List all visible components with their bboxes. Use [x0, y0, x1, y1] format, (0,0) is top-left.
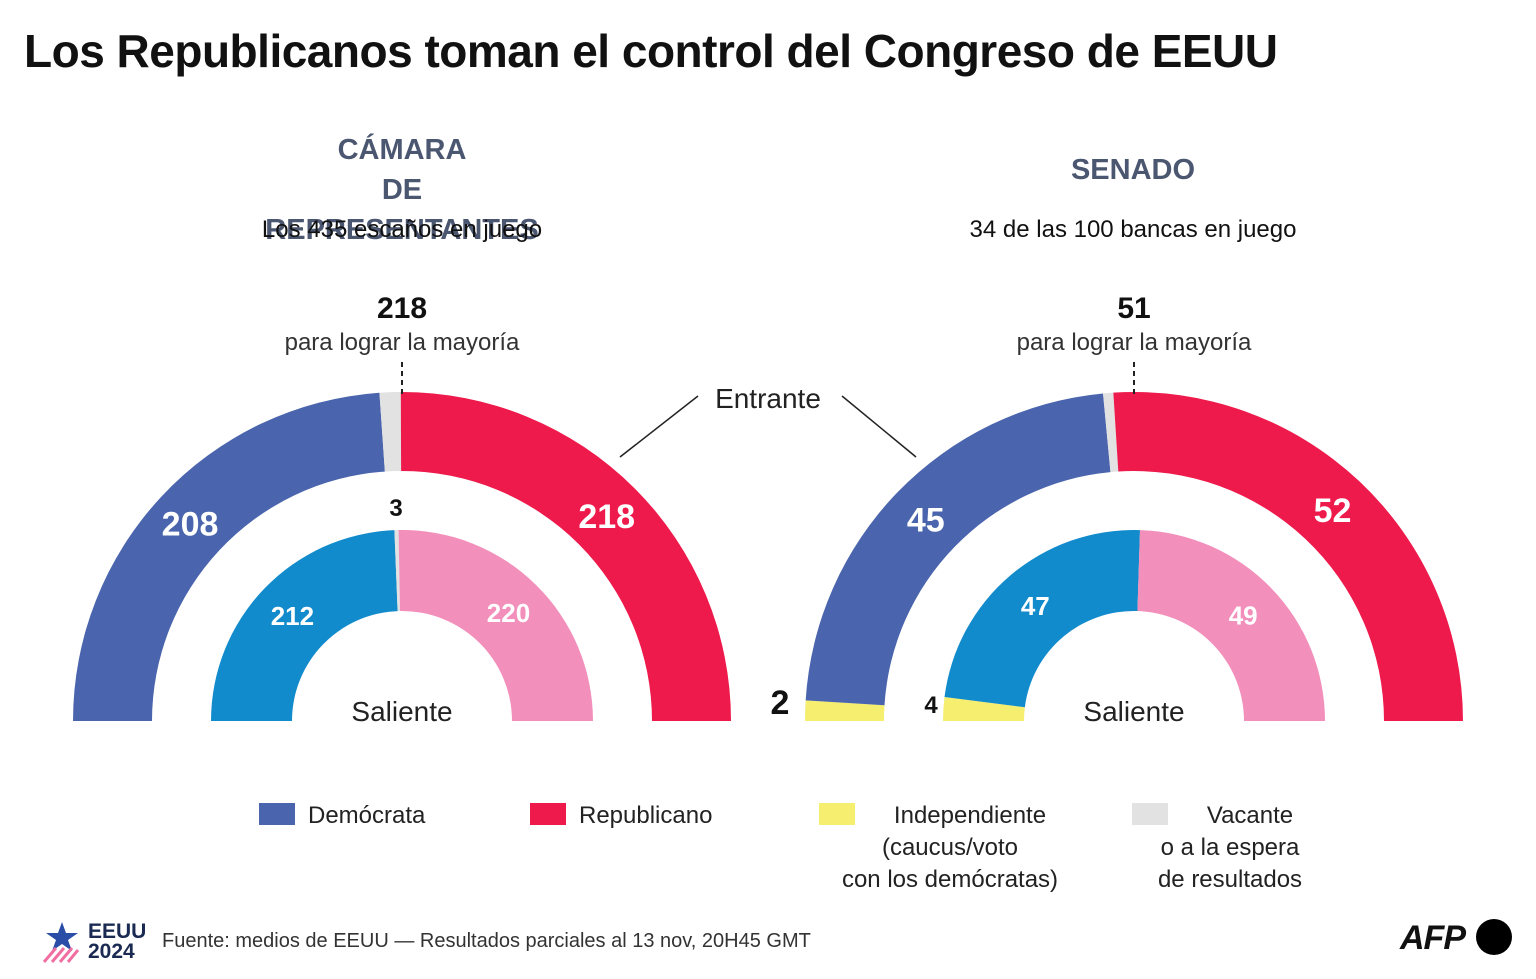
- senate-subtitle: 34 de las 100 bancas en juego: [969, 216, 1297, 243]
- legend-democrat: Demócrata: [308, 802, 426, 829]
- senate-saliente-label: Saliente: [1083, 696, 1184, 727]
- house-incoming-segment-republicano: [400, 392, 731, 721]
- senate-incoming-label-republicano: 52: [1314, 492, 1352, 530]
- house-saliente-label: Saliente: [351, 696, 452, 727]
- legend-republican: Republicano: [579, 802, 713, 829]
- senate-title: SENADO: [1070, 154, 1196, 186]
- senate-majority-value: 51: [1117, 292, 1151, 325]
- house-incoming-segment-vacante: [379, 392, 402, 472]
- senate-incoming-segment-democrata: [805, 393, 1111, 706]
- house-title-line2: DE REPRESENTANTES: [265, 174, 539, 246]
- legend-independent-line3: con los demócratas): [841, 866, 1059, 893]
- senate-outgoing-segment-republicano: [1137, 530, 1325, 721]
- house-outgoing-label-democrata: 212: [271, 601, 314, 631]
- legend-vacant: Vacante o a la espera de resultados: [1130, 800, 1330, 896]
- senate-chart: 2 45 52 4 47 49: [771, 392, 1463, 722]
- entrante-pointer-right: [841, 395, 917, 458]
- legend-vacant-line2: o a la espera: [1160, 834, 1300, 861]
- house-title: CÁMARA DE REPRESENTANTES: [252, 130, 552, 250]
- senate-outgoing-segment-independiente: [943, 697, 1025, 721]
- legend-independent: Independiente (caucus/voto con los demóc…: [830, 800, 1070, 896]
- entrante-label: Entrante: [715, 383, 821, 414]
- senate-outgoing-label-democrata: 47: [1021, 591, 1050, 621]
- senate-majority-text: para lograr la mayoría: [1016, 329, 1252, 356]
- afp-logo: AFP: [1400, 919, 1466, 957]
- house-outgoing-segment-democrata: [211, 530, 398, 721]
- house-chart: 208 218 212 3 220: [73, 392, 731, 721]
- house-outgoing-label-vacante: 3: [389, 495, 402, 522]
- house-outgoing-segment-republicano: [398, 529, 593, 721]
- afp-logo-dot: [1476, 919, 1512, 955]
- legend-vacant-line1: Vacante: [1206, 802, 1294, 829]
- senate-incoming-label-independiente: 2: [771, 684, 790, 722]
- badge-line1: EEUU: [88, 920, 147, 943]
- senate-outgoing-label-independiente: 4: [924, 692, 938, 719]
- chart-annotations: Entrante Saliente Saliente: [351, 362, 1185, 727]
- legend-independent-line2: (caucus/voto: [881, 834, 1019, 861]
- house-majority-text: para lograr la mayoría: [284, 329, 520, 356]
- house-title-line1: CÁMARA: [337, 134, 467, 166]
- senate-outgoing-label-republicano: 49: [1229, 601, 1258, 631]
- house-majority-value: 218: [376, 292, 428, 325]
- legend-swatch-independent: [819, 803, 855, 825]
- legend-swatch-vacant: [1132, 803, 1168, 825]
- house-subtitle: Los 435 escaños en juego: [261, 216, 543, 243]
- badge-line2: 2024: [88, 940, 135, 963]
- badge-text: EEUU 2024: [88, 920, 147, 963]
- senate-incoming-segment-independiente: [805, 700, 885, 721]
- flag-star-icon: [42, 922, 80, 963]
- house-incoming-label-democrata: 208: [162, 505, 219, 543]
- legend-independent-line1: Independiente: [893, 802, 1047, 829]
- house-outgoing-segment-vacante: [394, 530, 401, 612]
- senate-incoming-segment-republicano: [1113, 392, 1463, 721]
- house-incoming-segment-democrata: [73, 392, 385, 721]
- page-title: Los Republicanos toman el control del Co…: [24, 25, 1278, 77]
- legend-vacant-line3: de resultados: [1157, 866, 1303, 893]
- legend-swatch-republican: [530, 803, 566, 825]
- senate-incoming-label-democrata: 45: [907, 501, 945, 539]
- entrante-pointer-left: [619, 395, 699, 458]
- source-note: Fuente: medios de EEUU — Resultados parc…: [162, 930, 811, 952]
- legend-swatch-democrat: [259, 803, 295, 825]
- eeuu-2024-badge: [40, 920, 80, 969]
- senate-outgoing-segment-democrata: [944, 530, 1140, 708]
- house-outgoing-label-republicano: 220: [487, 598, 530, 628]
- senate-incoming-segment-vacante: [1103, 392, 1119, 473]
- house-incoming-label-republicano: 218: [578, 498, 635, 536]
